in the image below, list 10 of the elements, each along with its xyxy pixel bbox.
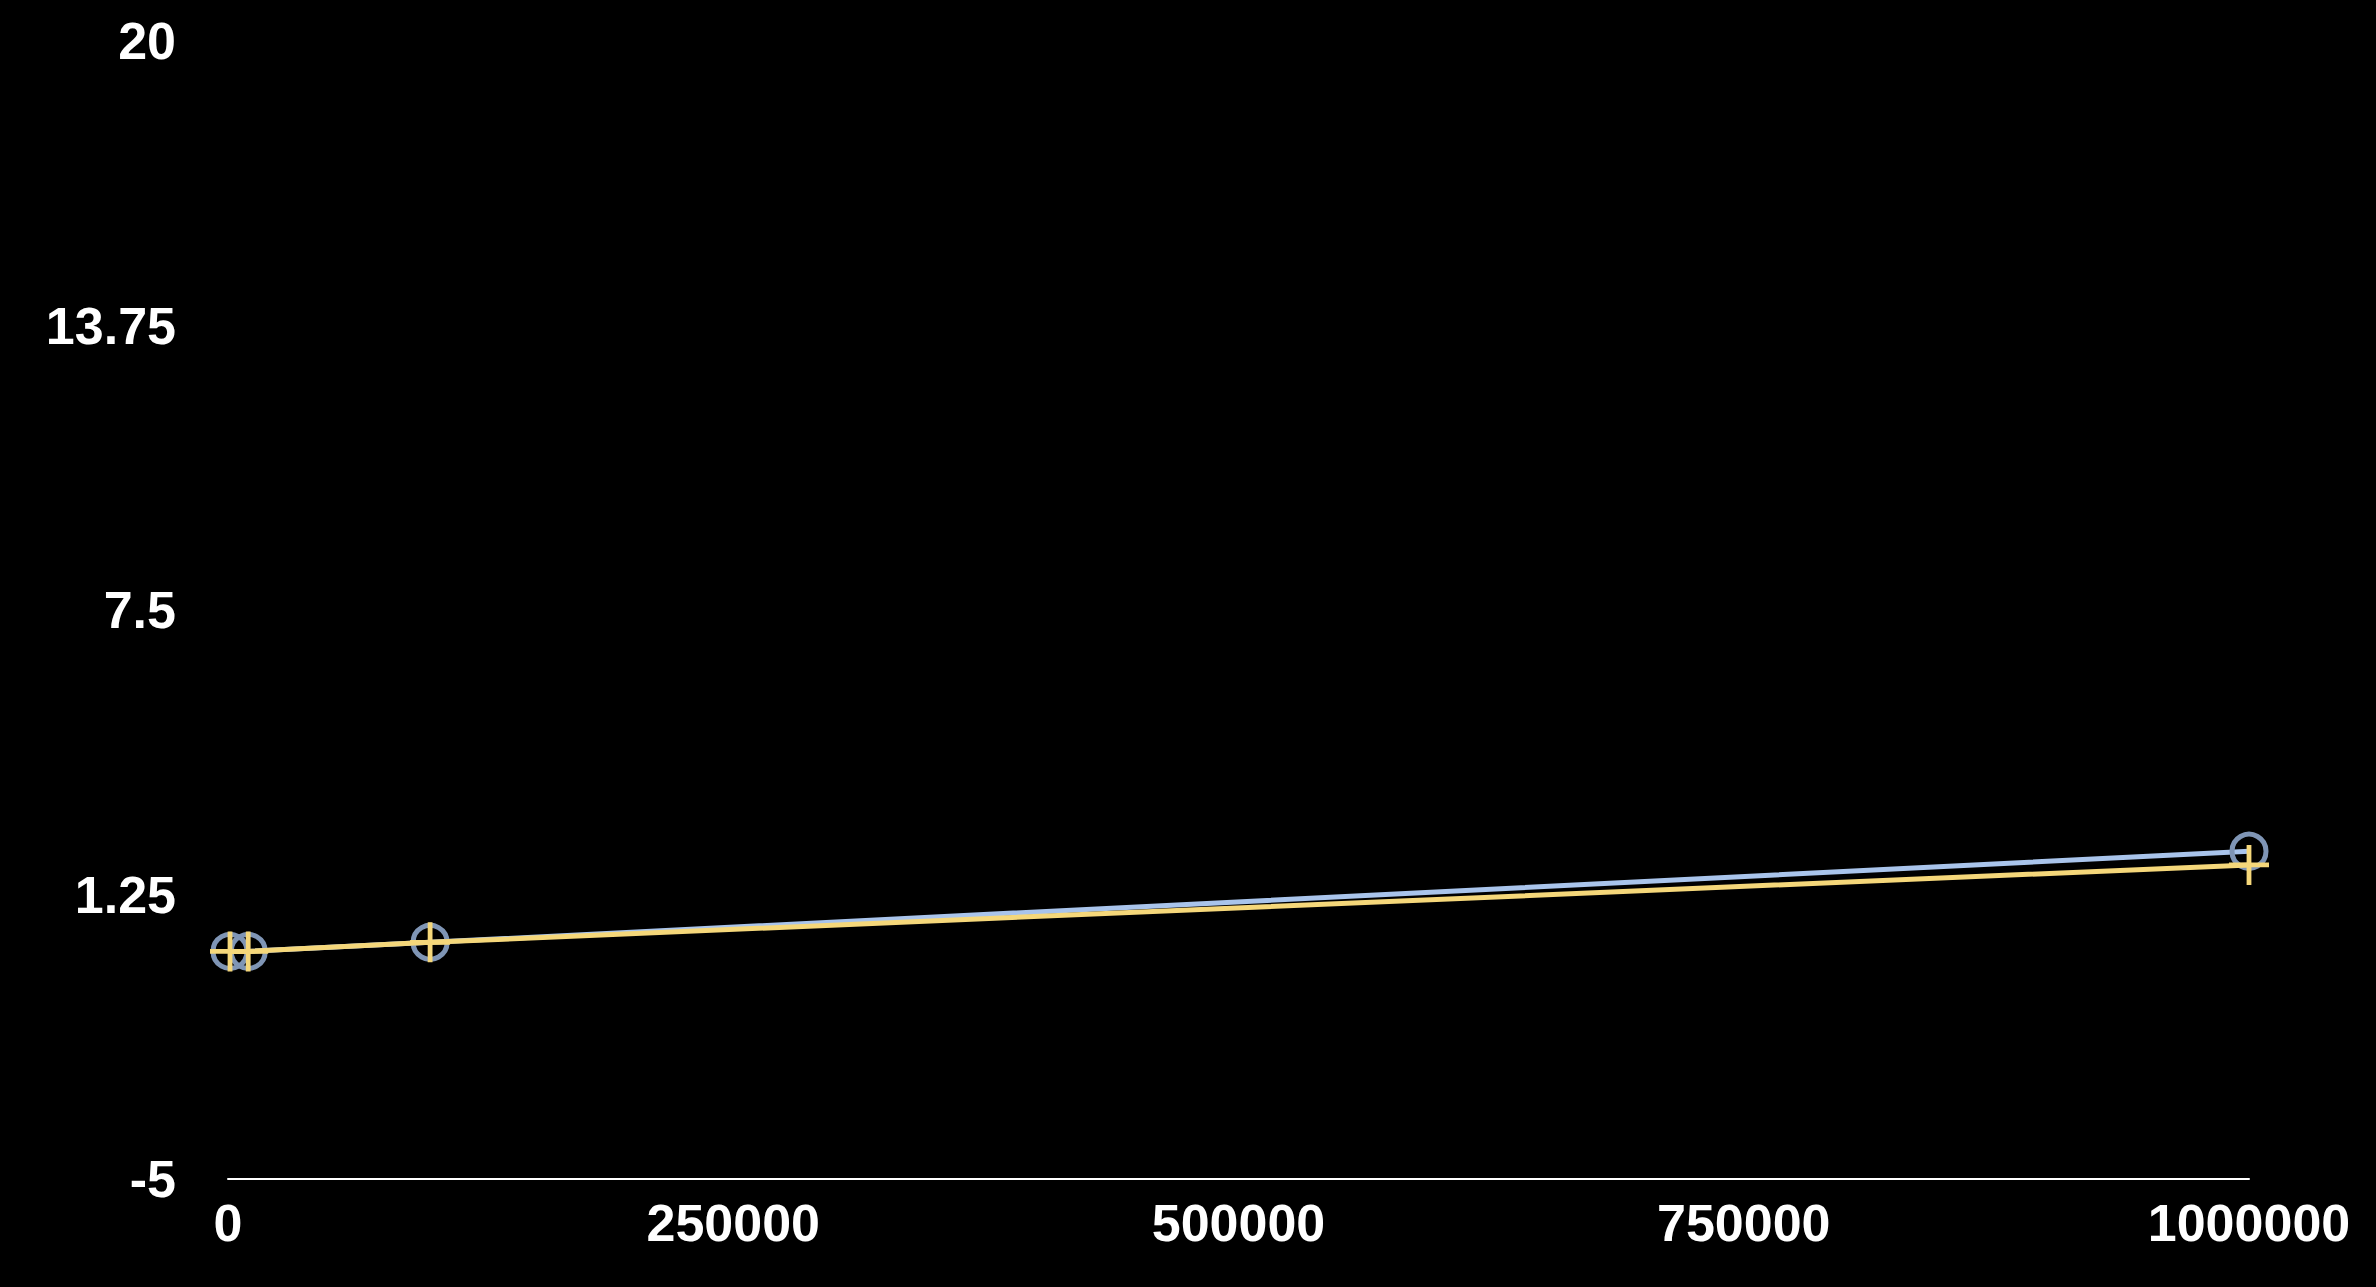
x-tick-label: 500000 — [1151, 1194, 1326, 1252]
x-tick-label: 0 — [213, 1194, 243, 1252]
x-tick-label: 750000 — [1656, 1194, 1831, 1252]
y-tick-label: 20 — [118, 12, 176, 70]
y-tick-label: 7.5 — [103, 581, 176, 639]
y-tick-label: -5 — [129, 1150, 176, 1208]
y-tick-label: 13.75 — [45, 296, 176, 355]
y-tick-label: 1.25 — [74, 865, 176, 924]
x-tick-label: 1000000 — [2147, 1194, 2351, 1252]
x-tick-label: 250000 — [646, 1194, 821, 1252]
